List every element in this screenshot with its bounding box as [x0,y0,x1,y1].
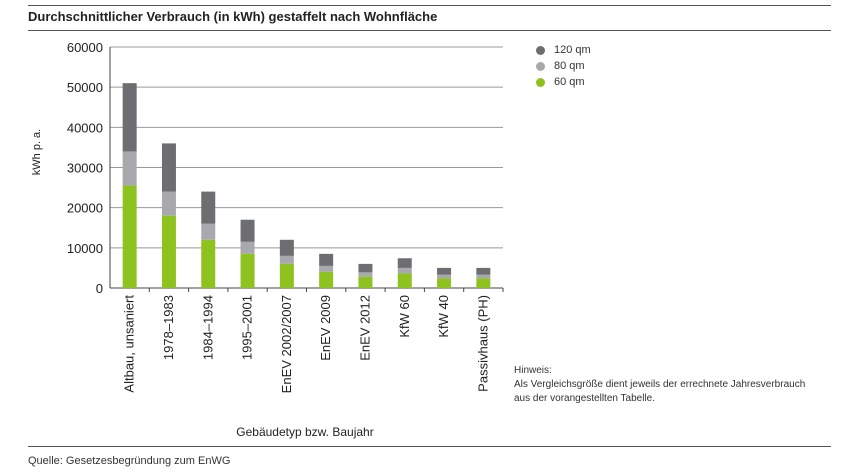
legend-item-80: 80 qm [536,58,591,74]
bar-segment [397,273,412,288]
x-tick-label: Passivhaus (PH) [475,295,490,392]
x-axis-label: Gebäudetyp bzw. Baujahr [236,425,373,439]
bar-segment [397,267,412,274]
source-note: Quelle: Gesetzesbegründung zum EnWG [28,455,231,467]
x-tick-label: KfW 60 [397,295,412,338]
y-tick-label: 60000 [67,40,103,55]
y-tick-label: 0 [96,281,103,296]
y-tick-label: 40000 [67,120,103,135]
bar-segment [240,253,255,288]
bar-segment [476,278,491,288]
title-rule [28,30,831,31]
bar-segment [201,239,216,288]
bar-segment [437,274,452,279]
x-tick-label: EnEV 2012 [357,295,372,361]
bar-segment [437,278,452,288]
legend-label-120: 120 qm [554,44,591,56]
note-line-2: aus der vorangestellten Tabelle. [514,393,656,404]
bar-segment [397,258,412,268]
bar-segment [319,253,334,266]
legend-label-60: 60 qm [554,76,585,88]
bar-segment [358,263,373,273]
bar-segment [122,185,137,288]
bar-segment [358,276,373,288]
legend-swatch-80 [536,61,545,71]
bar-segment [122,83,137,152]
legend-swatch-60 [536,77,545,87]
bar-segment [240,219,255,242]
x-tick-label: 1978–1983 [161,295,176,360]
bar-segment [279,263,294,288]
bar-segment [319,265,334,272]
chart-title: Durchschnittlicher Verbrauch (in kWh) ge… [28,9,438,24]
bar-segment [201,191,216,224]
note-line-1: Als Vergleichsgröße dient jeweils der er… [514,379,806,390]
legend-swatch-120 [536,45,545,55]
bar-segment [279,239,294,256]
legend-label-80: 80 qm [554,60,585,72]
bar-segment [358,272,373,277]
legend: 120 qm 80 qm 60 qm [536,42,591,90]
x-tick-label: KfW 40 [436,295,451,338]
bar-segment [161,143,176,192]
x-tick-label: Altbau, unsaniert [122,295,137,393]
bar-segment [201,223,216,240]
bar-segment [279,255,294,264]
bar-segment [476,274,491,279]
x-tick-label: 1984–1994 [200,295,215,360]
y-axis-label: kWh p. a. [31,129,43,175]
legend-item-60: 60 qm [536,74,591,90]
bar-segment [437,267,452,275]
legend-item-120: 120 qm [536,42,591,58]
bar-segment [476,267,491,275]
x-tick-label: 1995–2001 [240,295,255,360]
y-tick-label: 30000 [67,161,103,176]
chart-note: Hinweis: Als Vergleichsgröße dient jewei… [514,364,834,406]
x-tick-label: EnEV 2002/2007 [279,295,294,393]
bar-chart: 0 10000 20000 30000 40000 50000 60000 kWh p. a.… [31,40,504,439]
top-rule [28,5,831,6]
y-tick-label: 50000 [67,80,103,95]
bottom-rule [28,446,831,447]
y-tick-label: 20000 [67,201,103,216]
x-tick-label: EnEV 2009 [318,295,333,361]
note-title: Hinweis: [514,365,552,376]
bar-segment [240,241,255,254]
bar-segment [122,151,137,186]
y-tick-label: 10000 [67,241,103,256]
bar-segment [161,215,176,288]
bar-segment [319,271,334,288]
bar-segment [161,191,176,216]
